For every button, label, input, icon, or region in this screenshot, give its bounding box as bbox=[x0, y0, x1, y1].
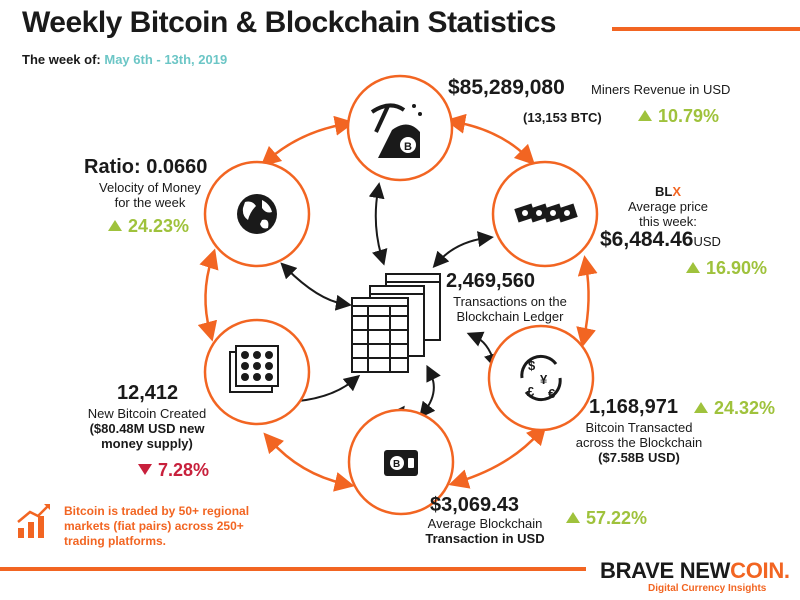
trading-note: Bitcoin is traded by 50+ regional market… bbox=[64, 504, 250, 548]
brand-name-part1: BRAVE NEW bbox=[600, 558, 731, 583]
week-label: The week of: bbox=[22, 52, 101, 67]
miners-change-text: 10.79% bbox=[658, 106, 720, 126]
globe-icon bbox=[203, 160, 311, 268]
price-label-line1: Average price bbox=[628, 199, 708, 214]
avg-transaction-change-text: 57.22% bbox=[586, 508, 648, 528]
velocity-label: Velocity of Money for the week bbox=[80, 180, 220, 210]
velocity-label-line1: Velocity of Money bbox=[99, 180, 201, 195]
average-price-value: $6,484.46 bbox=[600, 228, 694, 251]
title-divider bbox=[612, 27, 800, 31]
transacted-usd: ($7.58B USD) bbox=[598, 450, 680, 465]
new-bitcoin-label: New Bitcoin Created ($80.48M USD new mon… bbox=[72, 406, 222, 451]
blx-suffix: X bbox=[672, 184, 681, 199]
avg-transaction-value: $3,069.43 bbox=[430, 494, 519, 516]
brand-logo: BRAVE NEWCOIN. bbox=[600, 558, 790, 584]
wallet-icon: B bbox=[347, 408, 455, 516]
new-bitcoin-value: 12,412 bbox=[117, 382, 179, 404]
price-label-line2: this week: bbox=[639, 214, 697, 229]
transactions-label-line1: Transactions on the bbox=[453, 294, 567, 309]
brand-name-part2: COIN. bbox=[730, 558, 790, 583]
miners-revenue-btc: (13,153 BTC) bbox=[523, 110, 602, 125]
new-bitcoin-change: 7.28% bbox=[138, 460, 209, 481]
avg-transaction-label-line1: Average Blockchain bbox=[427, 516, 543, 531]
transacted-label-line2: across the Blockchain bbox=[575, 435, 703, 450]
transacted-value: 1,168,971 bbox=[589, 396, 678, 418]
velocity-label-line2: for the week bbox=[114, 195, 186, 210]
average-price-unit: USD bbox=[693, 234, 721, 249]
up-arrow-icon bbox=[638, 110, 652, 121]
transacted-label: Bitcoin Transacted across the Blockchain… bbox=[564, 420, 714, 465]
up-arrow-icon bbox=[566, 512, 580, 523]
brand-tagline: Digital Currency Insights bbox=[648, 583, 767, 594]
avg-transaction-label-line2: Transaction in USD bbox=[425, 531, 545, 546]
svg-text:$: $ bbox=[528, 358, 536, 373]
average-price: $6,484.46USD bbox=[600, 228, 721, 252]
week-line: The week of: May 6th - 13th, 2019 bbox=[22, 52, 227, 67]
transactions-label: Transactions on the Blockchain Ledger bbox=[440, 294, 580, 324]
page-title: Weekly Bitcoin & Blockchain Statistics bbox=[22, 6, 556, 39]
new-bitcoin-label-line2: ($80.48M USD new bbox=[89, 421, 205, 436]
down-arrow-icon bbox=[138, 464, 152, 475]
svg-text:B: B bbox=[393, 459, 400, 470]
price-change: 16.90% bbox=[686, 258, 767, 279]
up-arrow-icon bbox=[686, 262, 700, 273]
velocity-change: 24.23% bbox=[108, 216, 189, 237]
new-bitcoin-label-line1: New Bitcoin Created bbox=[87, 406, 207, 421]
coin-stack-icon bbox=[203, 318, 311, 426]
blx-prefix: BL bbox=[654, 184, 673, 199]
price-change-text: 16.90% bbox=[706, 258, 768, 278]
outer-cycle-arrows bbox=[197, 113, 598, 492]
velocity-ratio: Ratio: 0.0660 bbox=[84, 156, 208, 178]
up-arrow-icon bbox=[108, 220, 122, 231]
transacted-change-text: 24.32% bbox=[714, 398, 776, 418]
mining-icon: B bbox=[346, 74, 454, 182]
week-dates: May 6th - 13th, 2019 bbox=[104, 52, 228, 67]
new-bitcoin-change-text: 7.28% bbox=[158, 460, 210, 480]
transactions-label-line2: Blockchain Ledger bbox=[456, 309, 564, 324]
svg-text:¥: ¥ bbox=[540, 372, 548, 387]
footer-divider bbox=[0, 567, 586, 571]
up-arrow-icon bbox=[694, 402, 708, 413]
velocity-change-text: 24.23% bbox=[128, 216, 190, 236]
blx-label: BLX bbox=[608, 184, 728, 199]
miners-revenue-change: 10.79% bbox=[638, 106, 719, 127]
miners-revenue-label: Miners Revenue in USD bbox=[591, 82, 731, 97]
transacted-change: 24.32% bbox=[694, 398, 775, 419]
transactions-value: 2,469,560 bbox=[446, 270, 535, 292]
banknotes-icon bbox=[491, 160, 599, 268]
growth-chart-icon bbox=[17, 504, 50, 538]
ledger-documents-icon bbox=[351, 273, 441, 373]
svg-text:€: € bbox=[548, 386, 555, 401]
svg-text:£: £ bbox=[527, 384, 535, 399]
transacted-label-line1: Bitcoin Transacted bbox=[585, 420, 693, 435]
price-labels: BLX Average price this week: bbox=[608, 184, 728, 229]
avg-transaction-label: Average Blockchain Transaction in USD bbox=[410, 516, 560, 546]
new-bitcoin-label-line3: money supply) bbox=[101, 436, 193, 451]
svg-text:B: B bbox=[404, 141, 412, 153]
avg-transaction-change: 57.22% bbox=[566, 508, 647, 529]
currency-exchange-icon: $ ¥ £ € bbox=[487, 324, 595, 432]
miners-revenue-value: $85,289,080 bbox=[448, 76, 565, 99]
